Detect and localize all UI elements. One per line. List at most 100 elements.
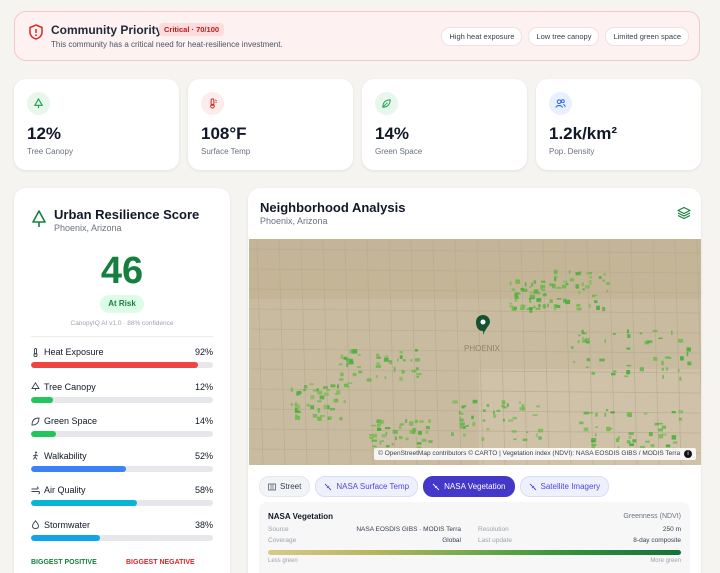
- legend-source-value: NASA EOSDIS GIBS · MODIS Terra: [356, 526, 461, 533]
- metric-value: 52%: [194, 450, 213, 461]
- tab-street[interactable]: Street: [259, 476, 311, 497]
- metric-progress-fill: [31, 362, 199, 368]
- legend-resolution-label: Resolution: [478, 526, 509, 533]
- map-city-label: PHOENIX: [464, 344, 501, 353]
- stat-card-pop-density: 1.2k/km² Pop. Density: [536, 79, 701, 170]
- metric-progress-fill: [31, 500, 137, 506]
- stat-card-green-space: 14% Green Space: [362, 79, 527, 170]
- stat-label: Tree Canopy: [27, 147, 73, 156]
- metric-row: Air Quality 58%: [31, 485, 213, 515]
- metric-name: Stormwater: [31, 520, 90, 530]
- metric-row: Stormwater 38%: [31, 520, 213, 550]
- metric-progress-fill: [31, 465, 126, 472]
- droplet-icon: [32, 520, 39, 529]
- metric-value: 58%: [194, 485, 213, 495]
- legend-title: NASA Vegetation: [268, 512, 334, 521]
- metric-value: 14%: [194, 416, 213, 426]
- neighborhood-title: Neighborhood Analysis: [260, 200, 406, 215]
- legend-resolution-value: 250 m: [662, 526, 681, 533]
- metric-name: Tree Canopy: [31, 382, 96, 392]
- priority-subtitle: This community has a critical need for h…: [51, 40, 283, 49]
- satellite-icon: [325, 483, 332, 490]
- legend-source-label: Source: [268, 526, 289, 533]
- biggest-positive-label: BIGGEST POSITIVE: [31, 559, 97, 566]
- community-priority-banner: Community Priority Critical · 70/100 Thi…: [14, 11, 700, 61]
- layers-icon[interactable]: [677, 206, 691, 220]
- ndvi-gradient-bar: [268, 550, 681, 555]
- leaf-icon: [31, 417, 40, 425]
- resilience-score-value: 46: [100, 250, 144, 292]
- status-badge: At Risk: [100, 295, 144, 313]
- score-title: Urban Resilience Score: [54, 207, 200, 222]
- satellite-icon: [432, 483, 440, 490]
- thermometer-icon: [33, 347, 38, 357]
- metric-value: 92%: [194, 347, 213, 357]
- users-icon: [549, 92, 572, 115]
- stat-value: 14%: [375, 124, 410, 143]
- legend-unit: Greenness (NDVI): [623, 513, 681, 520]
- stat-label: Green Space: [375, 147, 423, 156]
- shield-alert-icon: [29, 24, 43, 40]
- vegetation-map[interactable]: PHOENIX © OpenStreetMap contributors © C…: [249, 239, 701, 465]
- stat-label: Pop. Density: [549, 147, 595, 156]
- priority-title: Community Priority: [51, 23, 163, 37]
- neighborhood-analysis-card: Neighborhood Analysis Phoenix, Arizona P…: [248, 188, 701, 573]
- priority-badge: Critical · 70/100: [159, 23, 225, 36]
- resilience-score-card: Urban Resilience Score Phoenix, Arizona …: [14, 188, 230, 573]
- divider: [31, 336, 213, 337]
- chip-limited-green: Limited green space: [605, 27, 689, 46]
- chip-high-heat: High heat exposure: [441, 27, 523, 46]
- metric-progress-bar: [31, 534, 213, 541]
- tree-icon: [31, 382, 40, 391]
- stat-label: Surface Temp: [201, 147, 251, 156]
- metric-value: 38%: [194, 519, 213, 530]
- map-pin-icon[interactable]: [476, 315, 490, 335]
- stat-value: 1.2k/km²: [549, 124, 618, 143]
- satellite-icon: [529, 483, 536, 490]
- legend-low-label: Less green: [268, 558, 298, 564]
- metric-name: Green Space: [31, 416, 97, 426]
- info-icon[interactable]: i: [684, 450, 692, 458]
- stat-value: 108°F: [201, 124, 247, 143]
- tab-nasa-vegetation[interactable]: NASA Vegetation: [423, 476, 515, 497]
- metric-progress-fill: [31, 431, 57, 437]
- metric-value: 12%: [194, 381, 213, 392]
- map-icon: [268, 483, 276, 490]
- metric-name: Heat Exposure: [31, 347, 104, 357]
- walk-icon: [32, 451, 39, 460]
- metric-progress-bar: [31, 431, 213, 437]
- model-confidence: CanopyIQ AI v1.0 · 88% confidence: [70, 320, 174, 327]
- tree-icon: [27, 92, 50, 115]
- metric-progress-fill: [31, 396, 53, 403]
- map-attribution: © OpenStreetMap contributors © CARTO | V…: [374, 448, 696, 460]
- metric-name: Walkability: [31, 451, 87, 461]
- priority-chips: High heat exposure Low tree canopy Limit…: [441, 27, 689, 46]
- wind-icon: [31, 486, 40, 494]
- metric-row: Green Space 14%: [31, 416, 213, 446]
- metric-progress-bar: [31, 362, 213, 368]
- metric-progress-bar: [31, 465, 213, 472]
- legend-coverage-label: Coverage: [268, 537, 297, 544]
- metric-row: Tree Canopy 12%: [31, 382, 213, 412]
- tab-satellite-imagery[interactable]: Satellite Imagery: [519, 476, 610, 497]
- biggest-negative-label: BIGGEST NEGATIVE: [126, 559, 195, 566]
- metric-row: Walkability 52%: [31, 451, 213, 481]
- metric-progress-bar: [31, 500, 213, 506]
- stat-value: 12%: [27, 124, 62, 143]
- score-location: Phoenix, Arizona: [54, 223, 122, 233]
- metric-row: Heat Exposure 92%: [31, 347, 213, 377]
- legend-update-label: Last update: [478, 537, 512, 544]
- metric-progress-bar: [31, 396, 213, 403]
- legend-high-label: More green: [650, 558, 681, 564]
- legend-coverage-value: Global: [442, 537, 461, 544]
- chip-low-canopy: Low tree canopy: [528, 27, 600, 46]
- layer-legend: NASA Vegetation Greenness (NDVI) Source …: [259, 502, 690, 573]
- map-layer-tabs: Street NASA Surface Temp NASA Vegetation…: [259, 476, 610, 497]
- leaf-icon: [375, 92, 398, 115]
- tab-nasa-surface-temp[interactable]: NASA Surface Temp: [315, 476, 419, 497]
- neighborhood-location: Phoenix, Arizona: [260, 216, 328, 226]
- legend-update-value: 8-day composite: [633, 537, 681, 544]
- stat-card-surface-temp: 108°F Surface Temp: [188, 79, 353, 170]
- stat-card-tree-canopy: 12% Tree Canopy: [14, 79, 179, 170]
- metric-progress-fill: [31, 534, 101, 541]
